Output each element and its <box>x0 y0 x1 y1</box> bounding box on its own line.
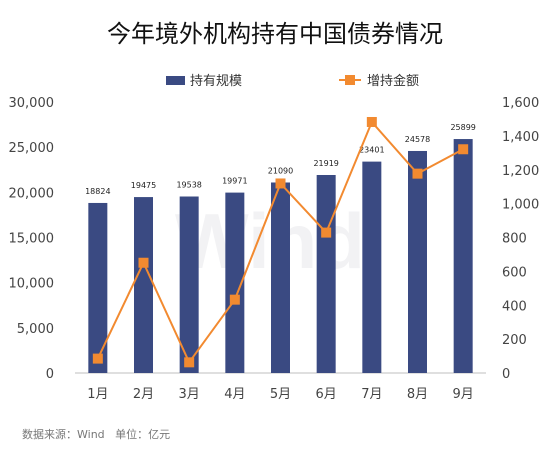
bar <box>179 196 199 373</box>
line-point <box>275 178 286 189</box>
bar-data-label: 24578 <box>405 135 430 144</box>
bar-data-label: 19538 <box>176 181 201 190</box>
bar <box>362 161 382 373</box>
line-point <box>229 294 240 305</box>
y-left-tick-label: 25,000 <box>9 141 55 156</box>
y-right-tick-label: 800 <box>502 232 527 247</box>
bar <box>316 174 336 373</box>
x-tick-label: 7月 <box>361 387 382 402</box>
x-tick-label: 4月 <box>224 387 245 402</box>
bar-data-label: 19971 <box>222 177 247 186</box>
legend-line-marker <box>345 75 355 85</box>
x-tick-label: 5月 <box>270 387 291 402</box>
line-point <box>321 227 332 238</box>
bar <box>225 192 245 373</box>
bar <box>271 182 290 373</box>
line-point <box>92 353 103 364</box>
line-point <box>412 168 423 179</box>
y-right-tick-label: 1,000 <box>502 198 539 213</box>
y-right-tick-label: 0 <box>502 367 510 382</box>
chart-title: 今年境外机构持有中国债券情况 <box>107 20 443 48</box>
bar-data-label: 18824 <box>85 187 110 196</box>
y-left-tick-label: 20,000 <box>9 186 55 201</box>
legend: 持有规模 增持金额 <box>166 73 419 89</box>
bar-data-label: 25899 <box>450 123 475 132</box>
y-left-tick-label: 5,000 <box>17 322 54 337</box>
y-left-tick-label: 10,000 <box>9 277 55 292</box>
y-right-tick-label: 1,600 <box>502 96 539 111</box>
line-point <box>366 116 377 127</box>
legend-bar-swatch <box>166 76 185 85</box>
y-right-tick-label: 1,400 <box>502 130 539 145</box>
bar-data-label: 19475 <box>131 181 156 190</box>
y-left-tick-label: 30,000 <box>9 96 55 111</box>
bar <box>408 150 427 373</box>
bar <box>88 202 108 373</box>
x-tick-label: 2月 <box>133 387 154 402</box>
legend-bar-label: 持有规模 <box>190 74 242 89</box>
line-point <box>184 357 195 368</box>
bar <box>134 197 153 373</box>
source-footnote: 数据来源：Wind 单位：亿元 <box>22 427 170 441</box>
bar <box>453 139 473 373</box>
x-tick-label: 8月 <box>407 387 428 402</box>
x-tick-label: 9月 <box>453 387 474 402</box>
line-point <box>458 144 469 155</box>
legend-line-label: 增持金额 <box>367 73 419 89</box>
bar-data-label: 21090 <box>268 166 293 175</box>
y-right-tick-label: 1,200 <box>502 164 539 179</box>
bar-data-label: 23401 <box>359 146 384 155</box>
y-right-tick-label: 200 <box>502 333 527 348</box>
y-left-tick-label: 15,000 <box>9 232 55 247</box>
line-point <box>138 257 149 268</box>
plot-area: 0 5,000 10,000 15,000 20,000 25,000 30,000 0 200… <box>9 96 540 402</box>
x-tick-label: 6月 <box>316 387 337 402</box>
y-right-tick-label: 600 <box>502 265 527 280</box>
y-left-tick-label: 0 <box>46 367 54 382</box>
x-tick-label: 3月 <box>179 387 200 402</box>
bar-data-label: 21919 <box>313 159 338 168</box>
y-right-tick-label: 400 <box>502 299 527 314</box>
x-tick-label: 1月 <box>87 387 108 402</box>
